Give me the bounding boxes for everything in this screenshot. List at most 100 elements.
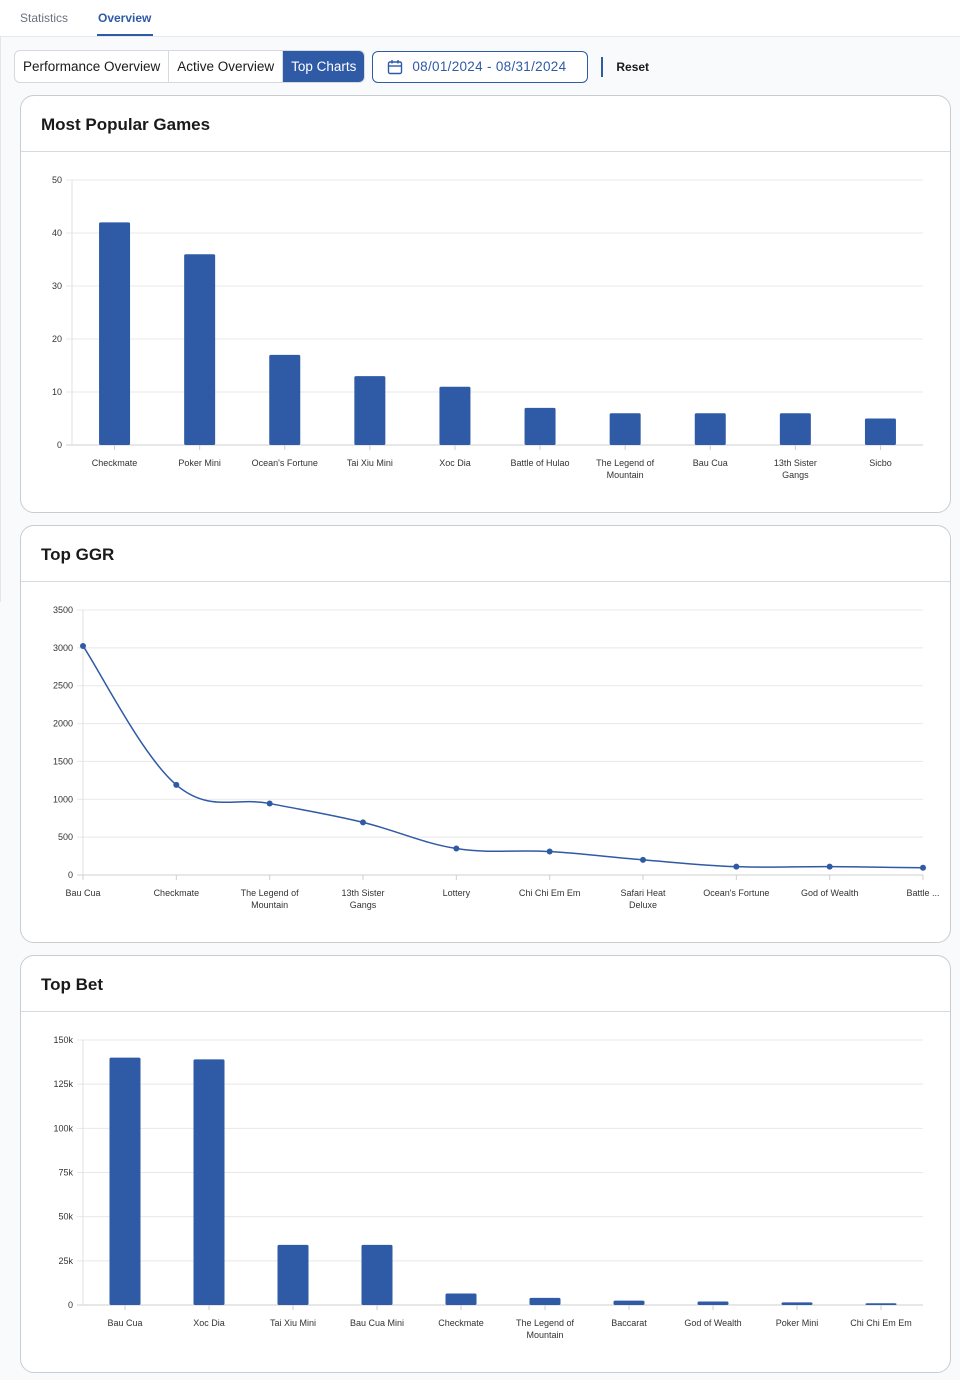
x-tick-label: God of Wealth	[801, 888, 858, 898]
y-tick-label: 0	[68, 1300, 73, 1310]
y-tick-label: 3000	[53, 643, 73, 653]
x-tick-label: Ocean's Fortune	[703, 888, 769, 898]
top-tab-bar: Statistics Overview	[0, 0, 960, 37]
tab-statistics[interactable]: Statistics	[20, 11, 69, 25]
bar[interactable]	[781, 1302, 813, 1305]
x-tick-label: Baccarat	[611, 1318, 647, 1328]
bar[interactable]	[354, 376, 386, 445]
x-tick-label: The Legend of	[596, 458, 655, 468]
view-segmented-control: Performance Overview Active Overview Top…	[14, 50, 366, 83]
x-tick-label: Tai Xiu Mini	[347, 458, 393, 468]
bar[interactable]	[445, 1293, 477, 1305]
x-tick-label: Xoc Dia	[439, 458, 471, 468]
date-range-picker[interactable]: 08/01/2024 - 08/31/2024	[372, 50, 589, 83]
x-tick-label: Bau Cua Mini	[350, 1318, 404, 1328]
x-tick-label: Battle ...	[906, 888, 939, 898]
bar[interactable]	[193, 1059, 225, 1305]
bar[interactable]	[99, 222, 131, 445]
active-tab-indicator	[97, 34, 153, 36]
x-tick-label: Safari Heat	[620, 888, 666, 898]
bar[interactable]	[697, 1301, 729, 1305]
top-bet-chart: 0 25k 50k 75k 100k 125k 150k Bau Cua Xoc Dia Tai …	[53, 1035, 923, 1340]
x-tick-label: Checkmate	[154, 888, 200, 898]
data-point[interactable]	[920, 864, 926, 871]
y-tick-label: 50	[52, 175, 62, 185]
card-title: Top GGR	[21, 526, 950, 582]
bar[interactable]	[865, 1303, 897, 1305]
x-tick-label: Sicbo	[869, 458, 892, 468]
y-tick-label: 2500	[53, 681, 73, 691]
bar[interactable]	[529, 1297, 561, 1305]
data-point[interactable]	[453, 845, 460, 852]
x-tick-label: Xoc Dia	[193, 1318, 225, 1328]
data-point[interactable]	[266, 800, 273, 807]
reset-button[interactable]: Reset	[616, 59, 650, 74]
x-tick-label: 13th Sister	[341, 888, 384, 898]
y-tick-label: 30	[52, 281, 62, 291]
bar[interactable]	[439, 386, 471, 445]
bar[interactable]	[613, 1300, 645, 1305]
x-tick-label: Mountain	[251, 900, 288, 910]
data-point[interactable]	[80, 642, 86, 649]
bar[interactable]	[524, 407, 556, 445]
data-point[interactable]	[826, 863, 833, 870]
y-tick-label: 50k	[58, 1212, 73, 1222]
x-tick-label: 13th Sister	[774, 458, 817, 468]
bar[interactable]	[269, 354, 301, 445]
y-tick-label: 0	[68, 870, 73, 880]
card-title: Top Bet	[21, 956, 950, 1012]
top-ggr-card: Top GGR 0 500 1000 1500 2000 2500 3000 3500 Bau …	[20, 525, 951, 943]
data-point[interactable]	[173, 781, 180, 788]
y-tick-label: 125k	[53, 1079, 73, 1089]
active-overview-button[interactable]: Active Overview	[169, 51, 284, 82]
top-bet-card: Top Bet 0 25k 50k 75k 100k 125k 150k Bau Cua Xoc…	[20, 955, 951, 1373]
y-tick-label: 3500	[53, 605, 73, 615]
x-tick-label: Chi Chi Em Em	[850, 1318, 912, 1328]
x-tick-label: Chi Chi Em Em	[519, 888, 581, 898]
bar[interactable]	[361, 1244, 393, 1305]
x-tick-label: Bau Cua	[107, 1318, 142, 1328]
data-point[interactable]	[640, 856, 646, 863]
most-popular-games-chart: 0 10 20 30 40 50 Checkmate Poker Mini Ocean's Fo…	[52, 175, 923, 480]
bar[interactable]	[277, 1244, 309, 1305]
bar[interactable]	[864, 418, 896, 446]
y-tick-label: 75k	[58, 1168, 73, 1178]
bar[interactable]	[609, 413, 641, 445]
card-title: Most Popular Games	[21, 96, 950, 152]
x-tick-label: Deluxe	[629, 900, 657, 910]
date-range-text: 08/01/2024 - 08/31/2024	[412, 59, 567, 74]
y-tick-label: 20	[52, 334, 62, 344]
x-tick-label: Bau Cua	[693, 458, 728, 468]
y-tick-label: 0	[57, 440, 62, 450]
top-charts-button[interactable]: Top Charts	[283, 51, 365, 82]
x-tick-label: God of Wealth	[684, 1318, 741, 1328]
x-tick-label: Bau Cua	[65, 888, 100, 898]
x-tick-label: Mountain	[526, 1330, 563, 1340]
data-point[interactable]	[360, 819, 366, 826]
x-tick-label: Lottery	[443, 888, 471, 898]
x-tick-label: The Legend of	[241, 888, 300, 898]
y-tick-label: 1500	[53, 756, 73, 766]
top-ggr-chart: 0 500 1000 1500 2000 2500 3000 3500 Bau Cua Check…	[53, 605, 940, 910]
x-tick-label: Battle of Hulao	[511, 458, 570, 468]
x-tick-label: The Legend of	[516, 1318, 575, 1328]
toolbar-divider	[601, 56, 604, 77]
left-border	[0, 36, 1, 602]
data-point[interactable]	[733, 863, 740, 870]
data-point[interactable]	[546, 848, 553, 855]
bar[interactable]	[109, 1057, 141, 1305]
calendar-icon	[388, 59, 403, 74]
bar[interactable]	[184, 254, 216, 445]
y-tick-label: 10	[52, 387, 62, 397]
y-tick-label: 100k	[53, 1123, 73, 1133]
x-tick-label: Gangs	[350, 900, 377, 910]
x-tick-label: Tai Xiu Mini	[270, 1318, 316, 1328]
ggr-line	[82, 645, 924, 869]
bar[interactable]	[694, 413, 726, 445]
x-tick-label: Checkmate	[92, 458, 138, 468]
x-tick-label: Mountain	[607, 470, 644, 480]
x-tick-label: Ocean's Fortune	[252, 458, 318, 468]
tab-overview[interactable]: Overview	[98, 11, 152, 25]
performance-overview-button[interactable]: Performance Overview	[15, 51, 170, 82]
bar[interactable]	[779, 413, 811, 445]
